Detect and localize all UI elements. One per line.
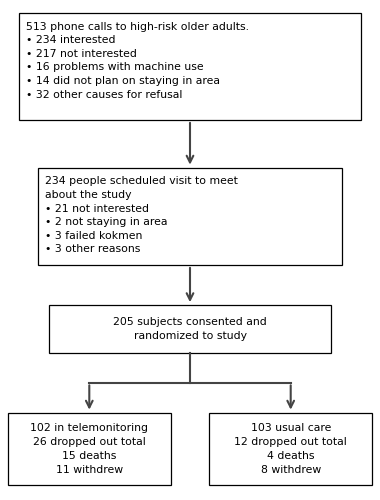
Text: 205 subjects consented and
randomized to study: 205 subjects consented and randomized to… <box>113 317 267 341</box>
FancyBboxPatch shape <box>49 305 331 352</box>
FancyBboxPatch shape <box>8 412 171 485</box>
FancyBboxPatch shape <box>209 412 372 485</box>
Text: 513 phone calls to high-risk older adults.
• 234 interested
• 217 not interested: 513 phone calls to high-risk older adult… <box>26 22 249 100</box>
Text: 234 people scheduled visit to meet
about the study
• 21 not interested
• 2 not s: 234 people scheduled visit to meet about… <box>45 176 238 254</box>
FancyBboxPatch shape <box>38 168 342 265</box>
Text: 103 usual care
12 dropped out total
4 deaths
8 withdrew: 103 usual care 12 dropped out total 4 de… <box>234 423 347 475</box>
Text: 102 in telemonitoring
26 dropped out total
15 deaths
11 withdrew: 102 in telemonitoring 26 dropped out tot… <box>30 423 148 475</box>
FancyBboxPatch shape <box>19 12 361 120</box>
